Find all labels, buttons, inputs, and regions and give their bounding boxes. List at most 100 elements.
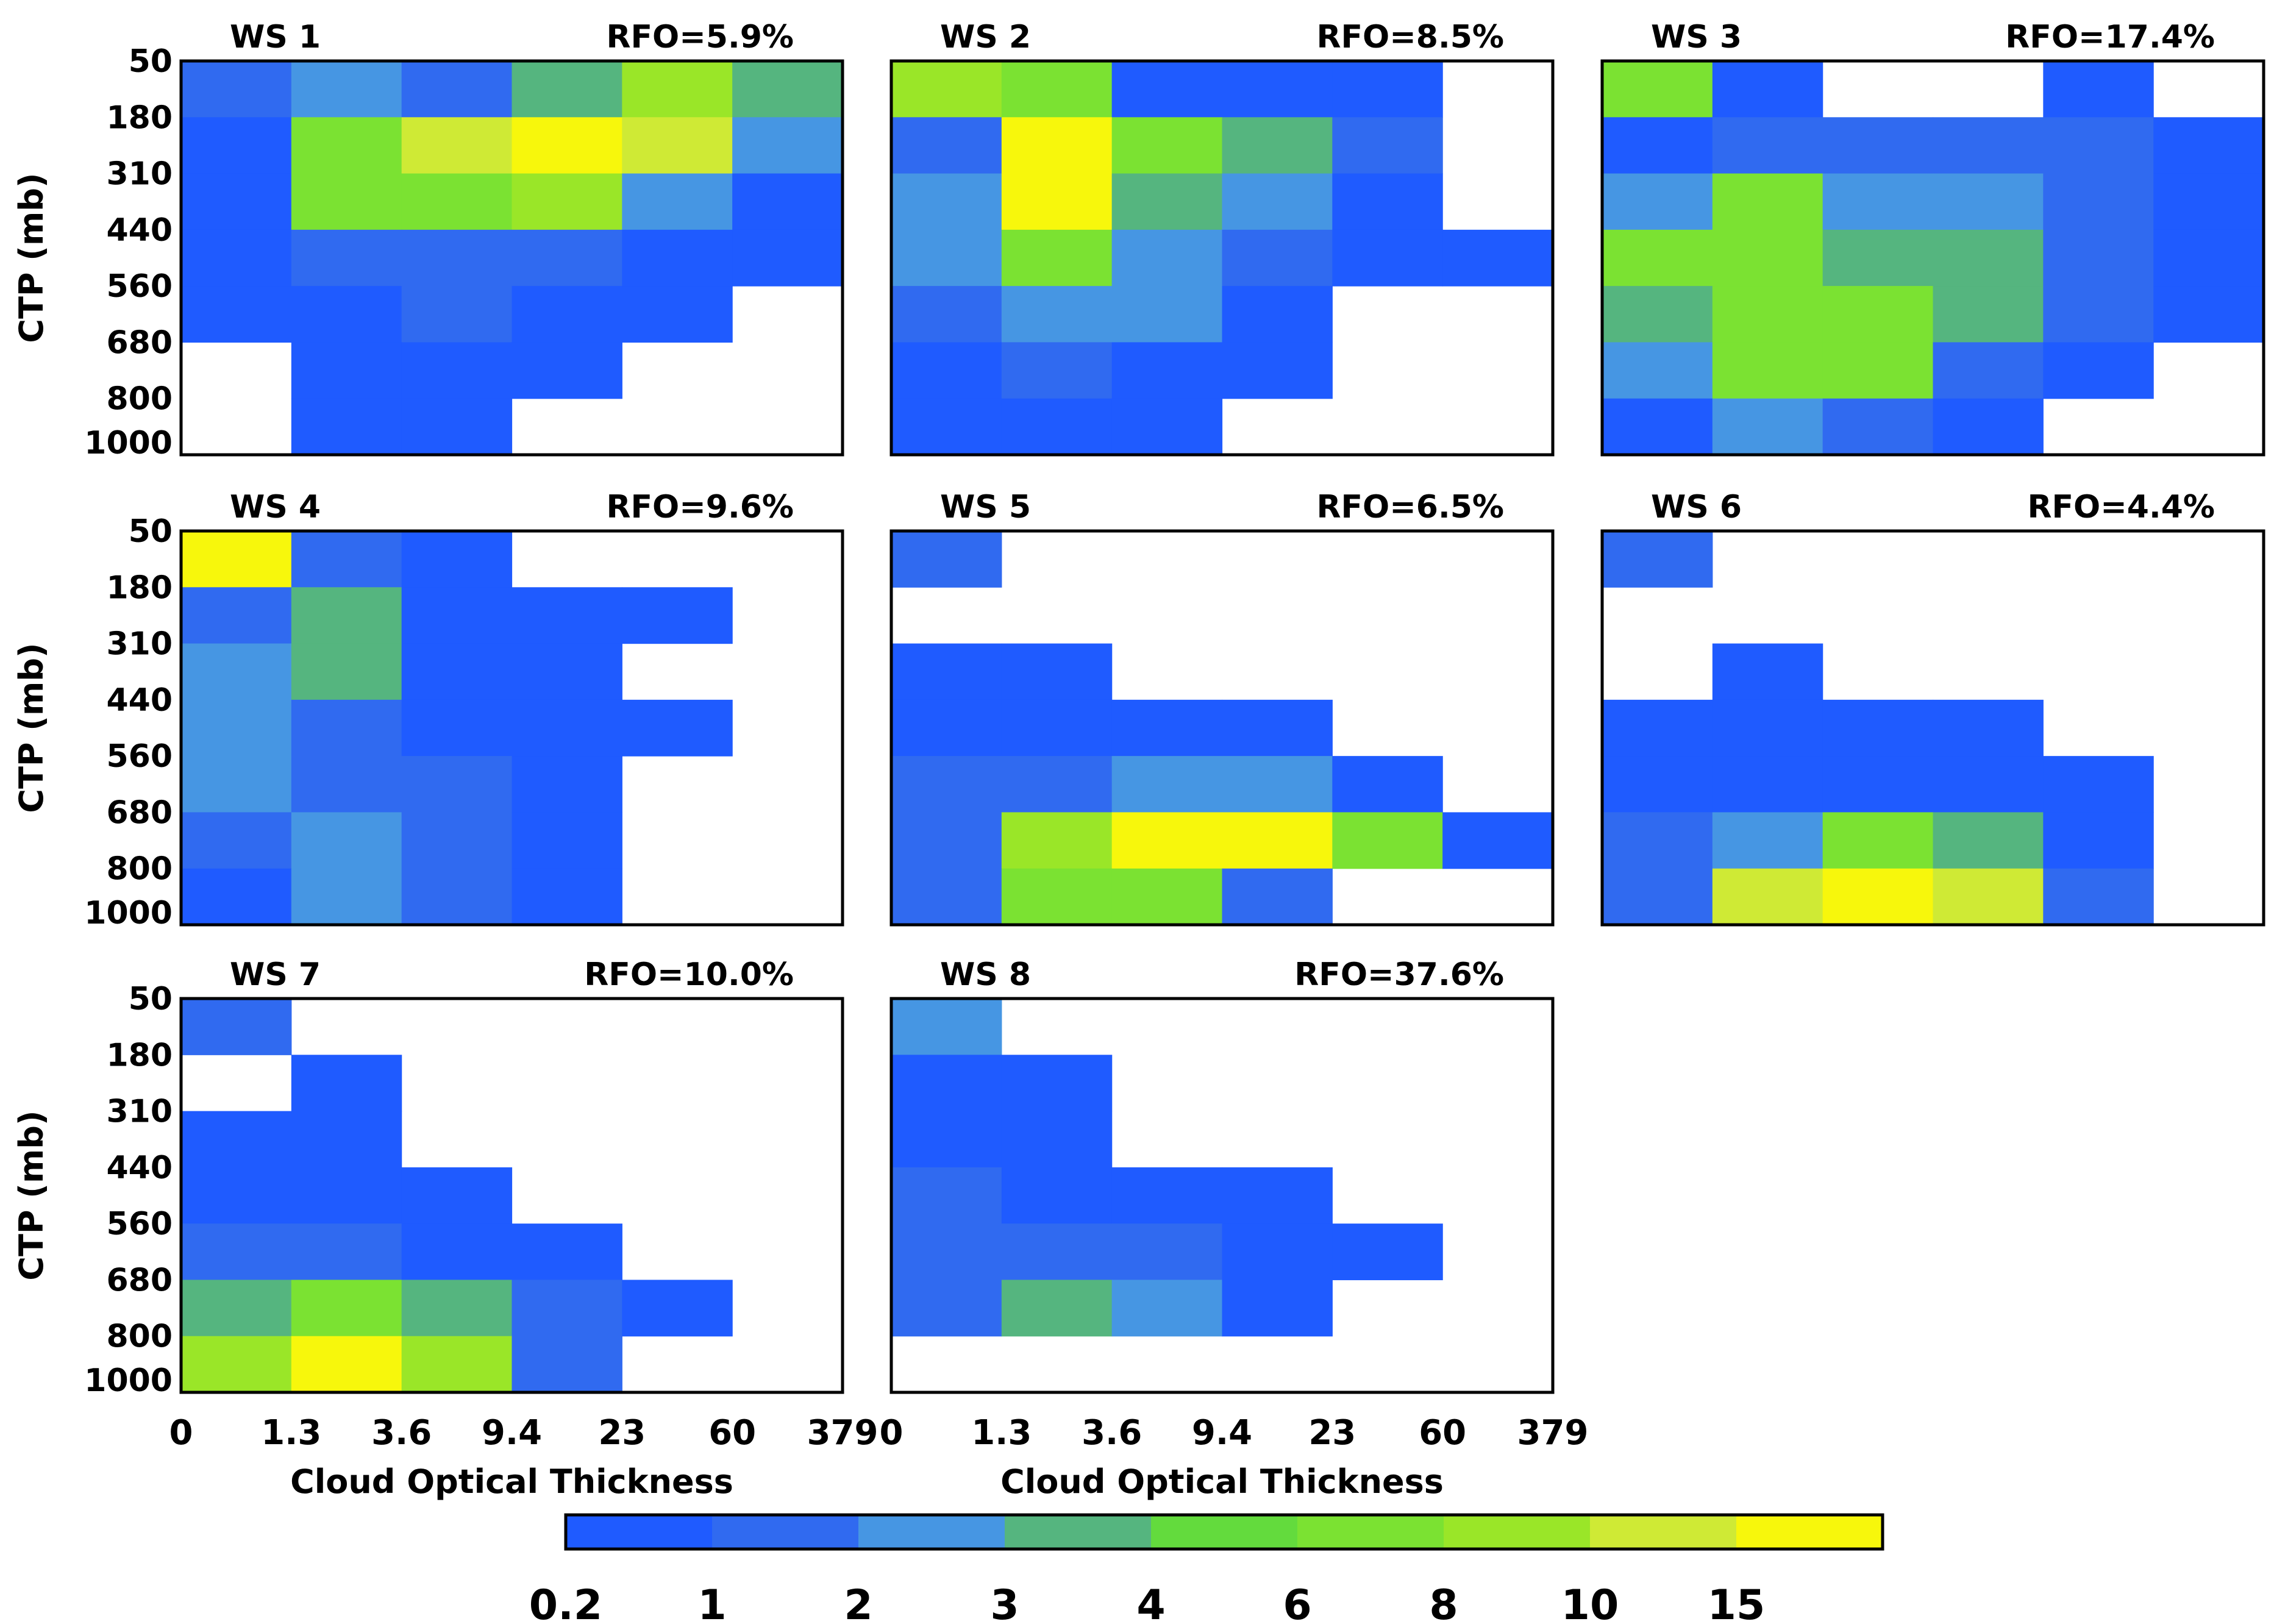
heatmap-cell: [622, 117, 733, 174]
heatmap-cell: [291, 1055, 402, 1112]
heatmap-cell: [1222, 286, 1333, 343]
panel-frame: [1600, 59, 2265, 457]
heatmap-cell: [1933, 342, 2044, 399]
y-axis-label: CTP (mb): [12, 1110, 51, 1280]
heatmap-cell: [1602, 342, 1713, 399]
heatmap-cell: [1111, 1167, 1223, 1224]
ctp-tick-label: 1000: [84, 895, 173, 931]
heatmap-cell: [401, 286, 513, 343]
heatmap-cell: [1001, 1055, 1113, 1112]
heatmap-cell: [1712, 342, 1823, 399]
heatmap-cell: [1001, 1280, 1113, 1337]
heatmap-cell: [401, 1167, 513, 1224]
heatmap-cell: [1602, 173, 1713, 230]
heatmap-cell: [891, 229, 1002, 287]
heatmap-cell: [291, 1336, 402, 1393]
tau-tick-label: 60: [1419, 1413, 1466, 1453]
heatmap-cell: [291, 1280, 402, 1337]
heatmap-cell: [511, 61, 622, 118]
heatmap-cell: [291, 531, 402, 588]
heatmap-cell: [1933, 756, 2044, 813]
heatmap-cell: [2043, 342, 2154, 399]
heatmap-cell: [1111, 61, 1223, 118]
heatmap-cell: [1602, 756, 1713, 813]
panels-layer: WS 1 RFO=5.9% 50 180 310 440 560 680 800 1000 CTP …: [12, 19, 2265, 1399]
heatmap-cell: [181, 61, 292, 118]
heatmap-cell: [181, 587, 292, 644]
heatmap-cell: [1822, 398, 1934, 455]
heatmap-cell: [2043, 756, 2154, 813]
heatmap-cell: [401, 756, 513, 813]
heatmap-cell: [181, 1167, 292, 1224]
heatmap-cell: [1602, 286, 1713, 343]
heatmap-cell: [291, 868, 402, 925]
colorbar-frame: [564, 1513, 1884, 1551]
heatmap-cell: [511, 229, 622, 287]
tau-tick-label: 3.6: [371, 1413, 432, 1453]
heatmap-cell: [2043, 173, 2154, 230]
heatmap-cell: [2043, 229, 2154, 287]
panel-title: WS 1: [230, 19, 321, 55]
heatmap-cell: [1712, 868, 1823, 925]
ctp-tick-label: 800: [106, 1319, 173, 1355]
heatmap-cell: [1712, 173, 1823, 230]
ctp-tick-label: 50: [129, 513, 173, 550]
heatmap-cell: [2153, 229, 2264, 287]
heatmap-cell: [1602, 229, 1713, 287]
heatmap-cell: [181, 999, 292, 1055]
heatmap-cell: [1001, 699, 1113, 757]
panel-ws-4: WS 4 RFO=9.6% 50 180 310 440 560 680 800 1000 CTP …: [12, 489, 844, 931]
heatmap-cell: [401, 1336, 513, 1393]
heatmap-cell: [291, 587, 402, 644]
heatmap-cell: [1822, 117, 1934, 174]
heatmap-cell: [622, 1280, 733, 1337]
heatmap-cell: [1001, 229, 1113, 287]
heatmap-cell: [2153, 117, 2264, 174]
heatmap-cell: [891, 1223, 1002, 1281]
heatmap-cell: [1332, 756, 1443, 813]
tau-tick-label: 379: [807, 1413, 879, 1453]
heatmap-cell: [622, 173, 733, 230]
heatmap-cell: [181, 1336, 292, 1393]
y-axis-label: CTP (mb): [12, 173, 51, 343]
heatmap-cell: [1822, 342, 1934, 399]
heatmap-cell: [732, 173, 843, 230]
panel-title: WS 8: [940, 956, 1031, 993]
colorbar-tick-label: 0.2: [529, 1581, 602, 1624]
colorbar-swatch: [712, 1515, 859, 1549]
heatmap-cell: [511, 699, 622, 757]
panel-title: WS 6: [1651, 489, 1742, 525]
ctp-tick-label: 680: [106, 794, 173, 831]
heatmap-cell: [1602, 61, 1713, 118]
heatmap-cell: [1442, 229, 1553, 287]
heatmap-cell: [181, 173, 292, 230]
heatmap-cell: [1822, 756, 1934, 813]
heatmap-cell: [1222, 1223, 1333, 1281]
heatmap-cell: [511, 1223, 622, 1281]
heatmap-cell: [401, 1223, 513, 1281]
heatmap-cell: [891, 1111, 1002, 1168]
heatmap-cell: [291, 812, 402, 869]
heatmap-cell: [181, 531, 292, 588]
heatmap-cell: [622, 229, 733, 287]
heatmap-cell: [891, 643, 1002, 700]
panel-title: WS 2: [940, 19, 1031, 55]
heatmap-cell: [1933, 868, 2044, 925]
heatmap-cell: [181, 812, 292, 869]
heatmap-cell: [1222, 173, 1333, 230]
ctp-tick-label: 560: [106, 1206, 173, 1242]
heatmap-cell: [732, 117, 843, 174]
heatmap-cell: [1712, 61, 1823, 118]
tau-tick-label: 379: [1517, 1413, 1589, 1453]
panel-rfo: RFO=17.4%: [2005, 19, 2215, 55]
heatmap-cell: [622, 699, 733, 757]
heatmap-cell: [401, 61, 513, 118]
heatmap-cell: [1111, 756, 1223, 813]
heatmap-cell: [891, 173, 1002, 230]
heatmap-cell: [1933, 173, 2044, 230]
ctp-tick-label: 310: [106, 626, 173, 663]
heatmap-cell: [511, 342, 622, 399]
heatmap-cell: [1933, 286, 2044, 343]
heatmap-cell: [1332, 173, 1443, 230]
heatmap-cell: [1111, 812, 1223, 869]
